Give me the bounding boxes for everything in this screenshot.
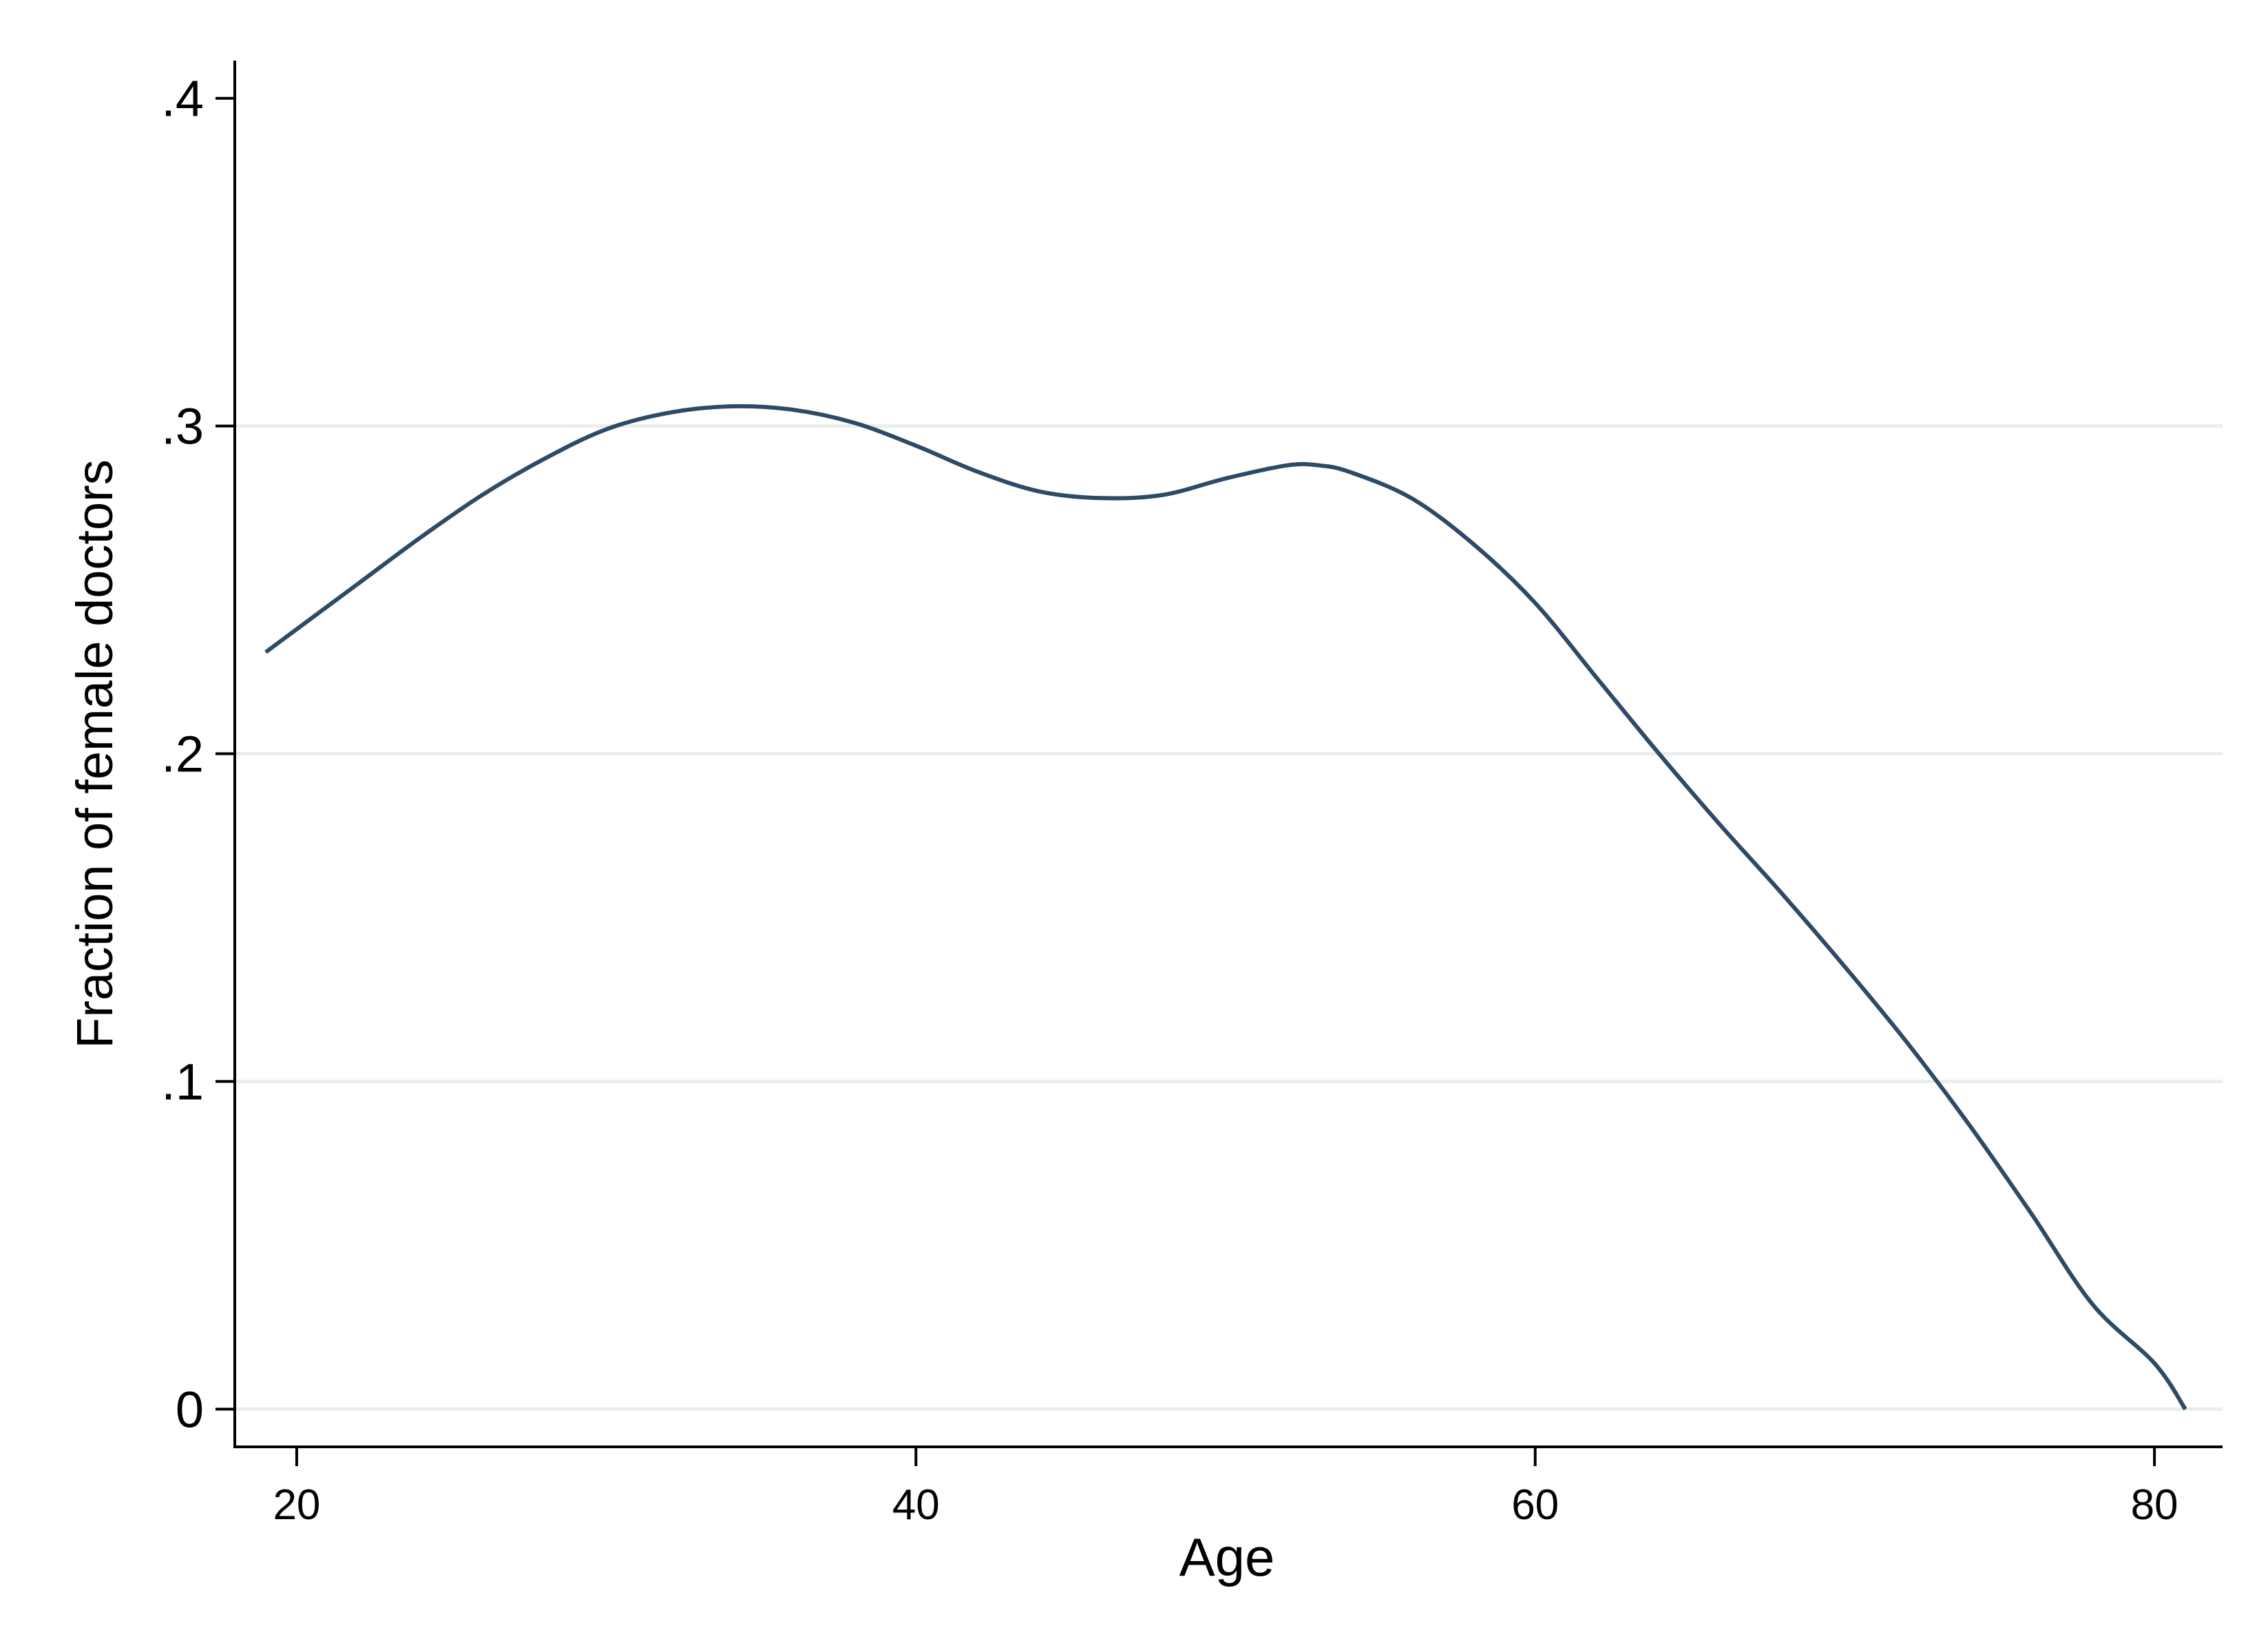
x-tick-label-2: 60 [1511,1481,1559,1529]
tick-labels: 0 .1 .2 .3 .4 20 40 60 80 [161,70,2178,1529]
x-tick-label-0: 20 [273,1481,320,1529]
y-tick-label-4: .4 [161,70,204,127]
y-tick-label-3: .3 [161,398,204,455]
y-tick-label-2: .2 [161,726,204,783]
y-tick-label-0: 0 [176,1381,204,1438]
tick-marks [216,96,2156,1466]
x-tick-label-3: 80 [2131,1481,2178,1529]
x-tick-label-1: 40 [892,1481,940,1529]
x-axis-title: Age [1179,1527,1275,1587]
gridlines [236,424,2223,1411]
series-line-0 [264,404,2187,1410]
y-tick-label-1: .1 [161,1053,204,1110]
y-axis-title: Fraction of female doctors [66,459,123,1048]
series-layer [264,404,2187,1410]
